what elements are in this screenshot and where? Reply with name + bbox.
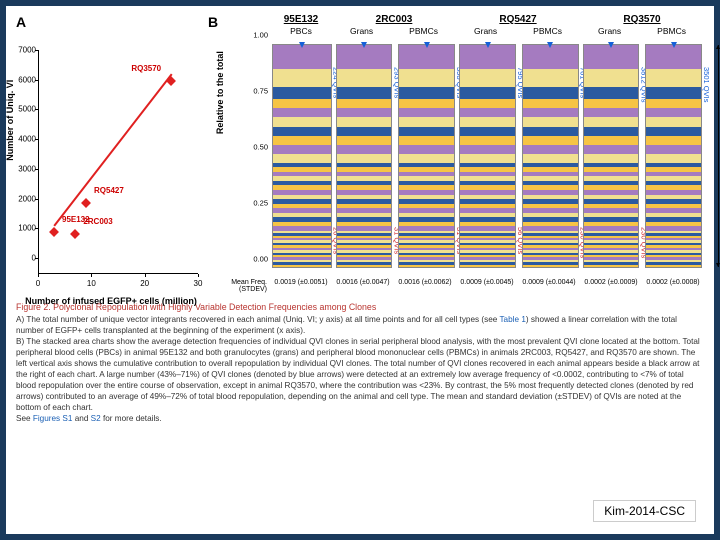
link-table1[interactable]: Table 1: [499, 315, 525, 324]
panel-a: A Number of Uniq. VI Number of infused E…: [16, 14, 206, 294]
panel-a-label: A: [16, 14, 26, 30]
x-axis-label: Number of infused EGFP+ cells (million): [25, 296, 197, 306]
caption-see: See Figures S1 and S2 for more details.: [16, 413, 704, 424]
caption-a: A) The total number of unique vector int…: [16, 314, 704, 336]
panel-b-headers: 95E132PBCs2RC003GransPBMCsRQ5427GransPBM…: [270, 14, 704, 36]
figure-row: A Number of Uniq. VI Number of infused E…: [16, 14, 704, 294]
panel-b-yticks: 0.000.250.500.751.00: [246, 44, 268, 268]
panel-b-footer: Mean Freq. (STDEV) 0.0019 (±0.0051)0.001…: [212, 279, 704, 294]
y-axis: [38, 50, 39, 274]
link-fig-s1[interactable]: Figures S1: [33, 414, 73, 423]
panel-b: B Relative to the total 0.000.250.500.75…: [212, 14, 704, 294]
footer-columns: 0.0019 (±0.0051)0.0016 (±0.0047)0.0016 (…: [270, 279, 704, 294]
caption-b: B) The stacked area charts show the aver…: [16, 336, 704, 413]
figure-page: A Number of Uniq. VI Number of infused E…: [6, 6, 714, 534]
scatter-chart: Number of Uniq. VI Number of infused EGF…: [16, 32, 206, 312]
panel-b-label: B: [208, 14, 218, 30]
panel-b-charts: 224 QVIs26 QVIs517 QVIs293 QVIs31 QVIs35…: [270, 44, 704, 268]
figure-caption: Figure 2. Polyclonal Repopulation with H…: [16, 302, 704, 425]
footer-label: Mean Freq. (STDEV): [212, 279, 270, 294]
y-axis-label: Number of Uniq. VI: [5, 80, 15, 161]
link-fig-s2[interactable]: S2: [91, 414, 101, 423]
citation-box: Kim-2014-CSC: [593, 500, 696, 522]
panel-b-ylabel: Relative to the total: [215, 51, 225, 134]
x-axis: [38, 273, 198, 274]
